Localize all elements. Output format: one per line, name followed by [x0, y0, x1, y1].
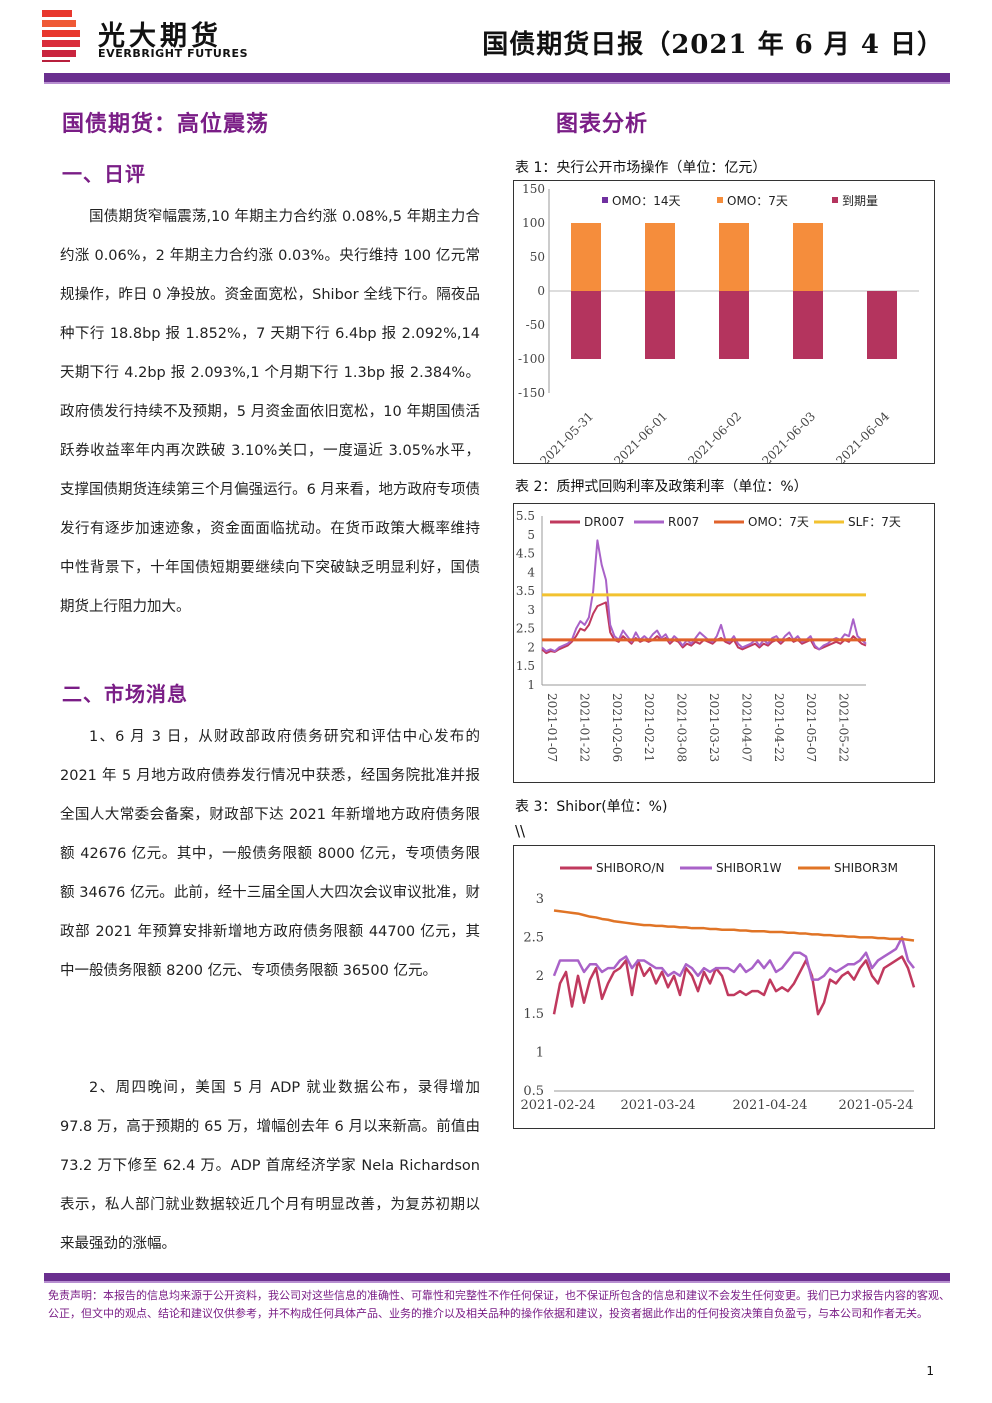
chart2-ytick-label: 1.5 [516, 659, 535, 673]
chart3-xtick-label: 2021-02-24 [521, 1098, 596, 1113]
chart2-legend-label: R007 [668, 515, 699, 529]
chart3-ytick-label: 1 [536, 1046, 544, 1061]
chart3-caption: 表 3：Shibor(单位：%) [515, 799, 668, 815]
chart1-ytick-label: 0 [537, 284, 545, 298]
chart3-legend-label: SHIBORO/N [596, 861, 664, 875]
report-title: 国债期货日报（2021 年 6 月 4 日） [482, 30, 944, 60]
chart3-ytick-label: 1.5 [523, 1007, 544, 1022]
daily-review-paragraph: 国债期货窄幅震荡,10 年期主力合约涨 0.08%,5 年期主力合约涨 0.06… [60, 209, 480, 615]
chart1-legend-label: 到期量 [842, 194, 878, 208]
chart2-xtick-label: 2021-02-21 [642, 693, 656, 762]
chart3-xtick-label: 2021-05-24 [839, 1098, 914, 1113]
chart1-xtick-label: 2021-06-01 [611, 409, 670, 463]
section-market-news-title: 二、市场消息 [62, 682, 188, 706]
chart1-bar [719, 223, 749, 291]
chart1-legend-label: OMO：14天 [612, 194, 681, 208]
chart2-xtick-label: 2021-03-08 [675, 693, 689, 762]
chart1-legend-swatch [717, 197, 723, 203]
chart2-frame: 1 1.5 2 2.5 3 3.5 4 4.5 5 5.5 2021-01-07 2021-01-22… [513, 503, 935, 783]
chart2-legend-label: OMO：7天 [748, 515, 809, 529]
chart1-bar [719, 291, 749, 359]
chart3-frame: 0.5 1 1.5 2 2.5 3 2021-02-24 2021-03-24 2021-04-… [513, 845, 935, 1129]
repo-rate-line-chart: 1 1.5 2 2.5 3 3.5 4 4.5 5 5.5 2021-01-07 2021-01-22… [516, 509, 901, 762]
chart1-legend-label: OMO：7天 [727, 194, 788, 208]
omo-bar-chart: 150 100 50 0 -50 -100 -150 2021-05-31 2021-06-01… [518, 182, 919, 463]
chart1-xtick-label: 2021-06-03 [759, 409, 818, 463]
brand-name-cn: 光大期货 [98, 21, 222, 52]
chart3-ytick-label: 2.5 [523, 930, 544, 945]
page-number: 1 [926, 1364, 934, 1378]
chart2-xtick-label: 2021-02-06 [610, 693, 624, 762]
chart1-ytick-label: 150 [522, 182, 545, 196]
main-title: 国债期货：高位震荡 [62, 111, 270, 137]
chart3-series-line [552, 955, 916, 1016]
everbright-logo-icon [42, 10, 80, 62]
chart1-ytick-label: -50 [526, 318, 545, 332]
chart1-bar [645, 291, 675, 359]
section-daily-review-title: 一、日评 [62, 162, 146, 186]
chart1-ytick-label: 50 [530, 250, 545, 264]
chart1-bar [645, 223, 675, 291]
chart2-xtick-label: 2021-04-22 [772, 693, 786, 762]
disclaimer-text: 免责声明：本报告的信息均来源于公开资料，我公司对这些信息的准确性、可靠性和完整性… [48, 1289, 950, 1320]
chart2-ytick-label: 1 [527, 678, 535, 692]
brand-name-en: EVERBRIGHT FUTURES [98, 47, 249, 60]
chart3-series-line [552, 936, 915, 981]
chart1-bar [793, 291, 823, 359]
chart3-ytick-label: 0.5 [523, 1084, 544, 1099]
chart1-xtick-label: 2021-06-02 [685, 409, 744, 463]
chart1-bar [793, 223, 823, 291]
chart-analysis-title: 图表分析 [556, 111, 649, 137]
chart1-frame: 150 100 50 0 -50 -100 -150 2021-05-31 2021-06-01… [513, 180, 935, 464]
chart1-bar [867, 291, 897, 359]
chart1-ytick-label: -100 [518, 352, 545, 366]
header-divider [44, 73, 950, 82]
chart3-ytick-label: 3 [536, 892, 544, 907]
footer-divider [44, 1273, 950, 1281]
chart2-ytick-label: 4.5 [516, 547, 535, 561]
chart2-ytick-label: 5.5 [516, 509, 535, 523]
chart2-caption: 表 2：质押式回购利率及政策利率（单位：%） [515, 479, 808, 495]
chart3-legend-label: SHIBOR3M [834, 861, 898, 875]
chart3-series-line [553, 909, 915, 942]
chart1-ytick-label: -150 [518, 386, 545, 400]
chart1-xtick-label: 2021-06-04 [833, 409, 892, 463]
chart2-ytick-label: 2 [527, 640, 535, 654]
market-news-paragraph-1: 1、6 月 3 日，从财政部政府债务研究和评估中心发布的 2021 年 5 月地… [60, 729, 480, 979]
chart1-bar [571, 223, 601, 291]
chart2-legend-label: DR007 [584, 515, 624, 529]
chart2-xtick-label: 2021-01-07 [545, 693, 559, 762]
chart2-xtick-label: 2021-05-07 [804, 693, 818, 762]
chart2-xtick-label: 2021-04-07 [739, 693, 753, 762]
market-news-paragraph-2: 2、周四晚间，美国 5 月 ADP 就业数据公布，录得增加 97.8 万，高于预… [60, 1080, 480, 1252]
chart1-xtick-label: 2021-05-31 [537, 409, 596, 463]
chart2-legend-label: SLF：7天 [848, 515, 901, 529]
chart1-legend-swatch [832, 197, 838, 203]
chart1-ytick-label: 100 [522, 216, 545, 230]
chart1-caption: 表 1：央行公开市场操作（单位：亿元） [515, 160, 767, 176]
chart2-ytick-label: 3.5 [516, 584, 535, 598]
chart2-xtick-label: 2021-05-22 [837, 693, 851, 762]
chart2-ytick-label: 4 [527, 565, 535, 579]
chart3-legend-label: SHIBOR1W [716, 861, 782, 875]
chart3-ytick-label: 2 [536, 969, 544, 984]
stray-mark: \\ [515, 822, 526, 840]
chart2-ytick-label: 5 [527, 528, 535, 542]
chart2-xtick-label: 2021-03-23 [707, 693, 721, 762]
header-divider-accent [44, 82, 950, 84]
chart1-bar [571, 291, 601, 359]
chart2-ytick-label: 3 [527, 603, 535, 617]
chart3-xtick-label: 2021-03-24 [621, 1098, 696, 1113]
chart1-legend-swatch [602, 197, 608, 203]
chart2-ytick-label: 2.5 [516, 622, 535, 636]
shibor-line-chart: 0.5 1 1.5 2 2.5 3 2021-02-24 2021-03-24 2021-04-… [521, 861, 916, 1113]
chart3-xtick-label: 2021-04-24 [733, 1098, 808, 1113]
footer-divider-accent [44, 1281, 950, 1283]
chart2-xtick-label: 2021-01-22 [577, 693, 591, 762]
